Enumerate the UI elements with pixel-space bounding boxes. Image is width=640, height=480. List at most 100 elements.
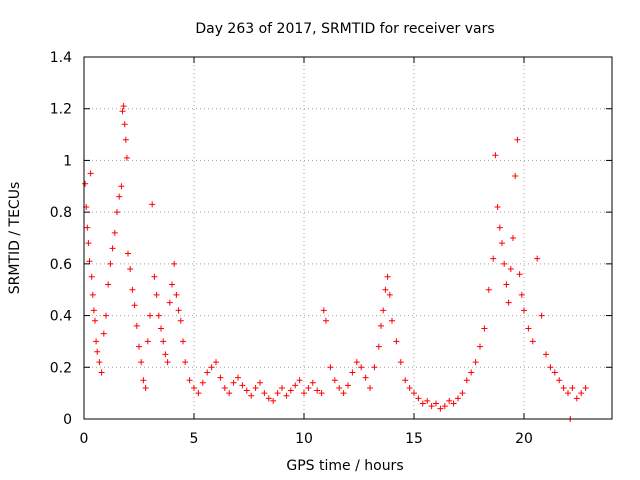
y-tick-label: 0.4 <box>50 309 72 325</box>
data-point <box>119 108 126 115</box>
data-point <box>82 180 89 187</box>
data-point <box>100 330 107 337</box>
data-point <box>199 379 206 386</box>
data-point <box>88 273 95 280</box>
data-point <box>195 390 202 397</box>
data-point <box>503 281 510 288</box>
data-point <box>92 317 98 324</box>
data-point <box>177 317 184 324</box>
data-point <box>169 281 175 288</box>
data-point <box>252 384 259 391</box>
data-point <box>481 325 488 332</box>
data-point <box>327 364 334 371</box>
data-point <box>204 369 211 376</box>
data-point <box>433 400 439 407</box>
y-tick-label: 0.8 <box>50 205 72 221</box>
data-point <box>551 369 558 376</box>
data-point <box>578 390 585 397</box>
data-point <box>514 136 521 143</box>
data-point <box>518 291 525 298</box>
data-point <box>173 291 180 298</box>
x-tick-label: 0 <box>80 431 89 447</box>
y-tick-label: 1 <box>63 153 72 169</box>
data-point <box>180 338 186 345</box>
data-point <box>494 203 501 210</box>
data-point <box>459 390 466 397</box>
data-point <box>345 382 351 389</box>
data-point <box>301 390 307 397</box>
data-point <box>111 229 118 236</box>
data-point <box>261 390 268 397</box>
data-point <box>140 377 147 384</box>
data-point <box>186 377 193 384</box>
data-point <box>463 377 470 384</box>
chart-title: Day 263 of 2017, SRMTID for receiver var… <box>195 21 494 37</box>
data-point <box>314 387 321 394</box>
data-point <box>84 224 91 231</box>
y-axis-title: SRMTID / TECUs <box>7 182 23 295</box>
data-point <box>309 379 316 386</box>
data-point <box>538 312 545 319</box>
data-point <box>507 266 514 273</box>
data-point <box>98 369 105 376</box>
data-point <box>248 392 255 399</box>
data-point <box>437 405 444 412</box>
x-tick-label: 20 <box>515 431 533 447</box>
data-point <box>166 299 173 306</box>
data-point <box>512 172 519 179</box>
data-point <box>116 193 123 200</box>
data-point <box>441 403 448 410</box>
data-point <box>529 338 536 345</box>
x-tick-label: 15 <box>405 431 423 447</box>
data-point <box>378 322 384 329</box>
data-point <box>125 250 131 257</box>
data-point <box>292 382 299 389</box>
data-point <box>424 397 431 404</box>
data-point <box>499 240 505 247</box>
data-point <box>131 302 138 309</box>
data-point <box>402 377 409 384</box>
grid <box>84 57 612 419</box>
data-point <box>243 387 250 394</box>
data-point <box>384 273 391 280</box>
data-point <box>265 395 272 402</box>
data-point <box>415 395 422 402</box>
data-point <box>349 369 356 376</box>
data-point <box>358 364 365 371</box>
data-point <box>455 395 461 402</box>
data-point <box>450 400 457 407</box>
data-point <box>158 325 164 332</box>
data-point <box>171 260 178 267</box>
data-point <box>155 312 162 319</box>
data-point <box>270 397 277 404</box>
data-point <box>296 377 303 384</box>
data-point <box>221 384 228 391</box>
data-point <box>485 286 492 293</box>
y-tick-label: 1.2 <box>50 102 72 118</box>
data-point <box>153 291 160 298</box>
data-point <box>87 170 94 177</box>
data-point <box>226 390 233 397</box>
data-point <box>543 351 549 358</box>
data-point <box>534 255 541 262</box>
x-axis-title: GPS time / hours <box>286 458 403 474</box>
data-point <box>406 384 413 391</box>
data-point <box>123 154 130 161</box>
data-point <box>505 299 512 306</box>
data-point <box>419 400 426 407</box>
data-point <box>114 209 120 216</box>
data-point <box>320 307 327 314</box>
data-point <box>472 359 479 366</box>
data-point <box>230 379 237 386</box>
data-point <box>147 312 153 319</box>
data-point <box>492 152 499 159</box>
data-point <box>136 343 142 350</box>
data-point <box>362 374 369 381</box>
data-point <box>142 384 149 391</box>
data-point <box>336 384 343 391</box>
data-point <box>371 364 378 371</box>
data-point <box>547 364 554 371</box>
data-point <box>85 240 92 247</box>
data-point <box>331 377 338 384</box>
data-point <box>121 121 128 128</box>
